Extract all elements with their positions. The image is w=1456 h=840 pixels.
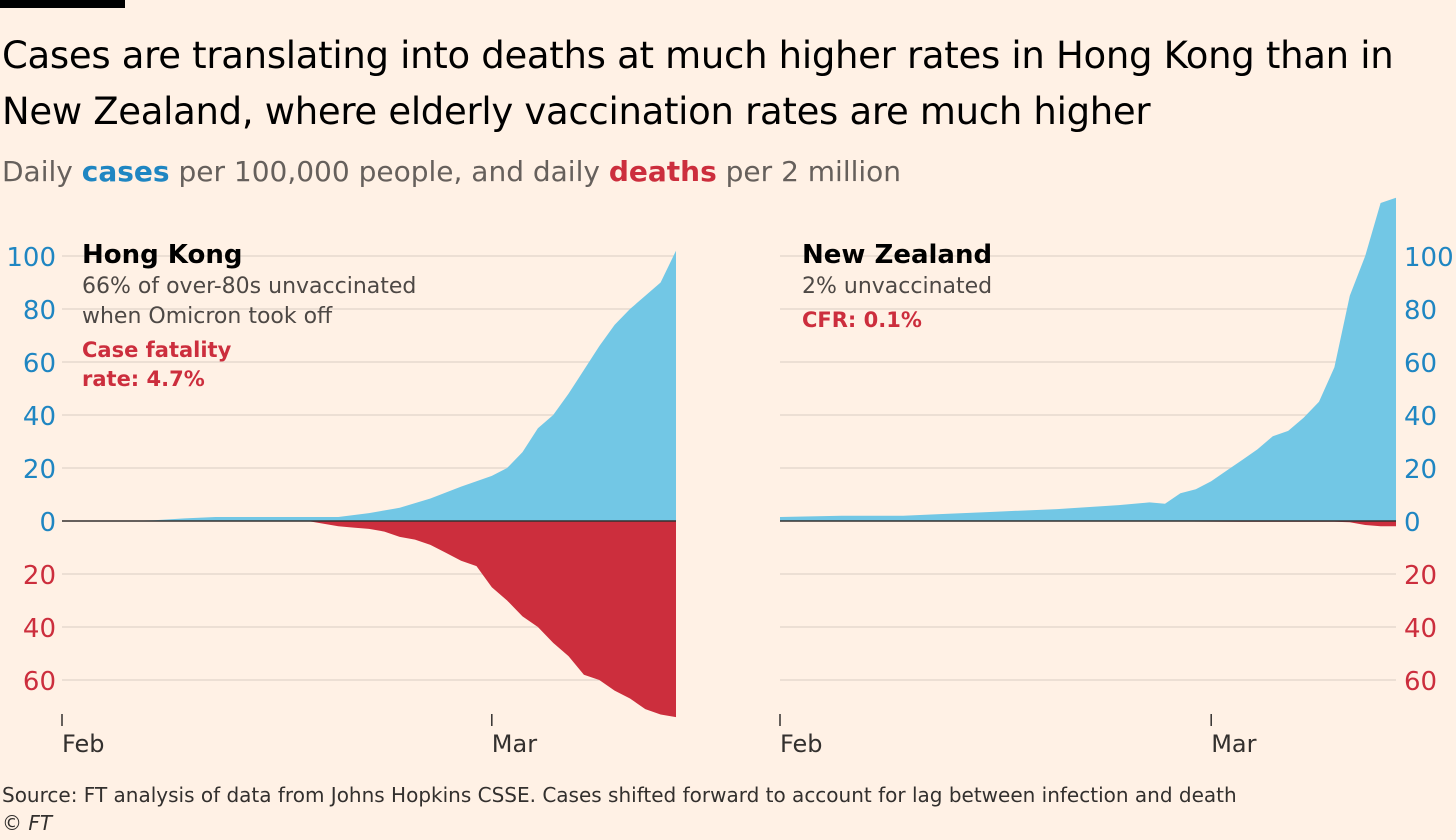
deaths-area [62, 521, 676, 718]
copyright: © FT [2, 811, 53, 835]
panel-title: Hong Kong [82, 240, 242, 270]
source-note: Source: FT analysis of data from Johns H… [2, 783, 1237, 807]
y-tick-label-deaths: 60 [1404, 667, 1437, 697]
panel-cfr-label: rate: 4.7% [82, 367, 205, 391]
deaths-area [780, 521, 1396, 527]
x-tick-label: Feb [62, 730, 105, 758]
y-tick-label-cases: 60 [23, 349, 56, 379]
y-tick-label-cases: 20 [23, 455, 56, 485]
y-tick-label-cases: 40 [1404, 402, 1437, 432]
panel-note: 2% unvaccinated [802, 274, 992, 299]
subtitle-deaths-word: deaths [608, 155, 717, 188]
y-tick-label-cases: 0 [1404, 508, 1421, 538]
x-tick-label: Feb [780, 730, 823, 758]
panel-note: when Omicron took off [82, 304, 333, 329]
x-tick-label: Mar [1211, 730, 1256, 758]
subtitle-middle: per 100,000 people, and daily [169, 155, 609, 188]
y-tick-label-deaths: 40 [23, 614, 56, 644]
y-tick-label-deaths: 20 [23, 561, 56, 591]
panel-cfr-label: Case fatality [82, 338, 232, 362]
chart-canvas: 100 80 60 40 20 0 20 40 60 Feb Mar Hong Kong 66% of … [6, 197, 1454, 758]
panel-title: New Zealand [802, 240, 992, 270]
y-tick-label-deaths: 60 [23, 667, 56, 697]
panel-cfr-label: CFR: 0.1% [802, 308, 922, 332]
subtitle-prefix: Daily [2, 155, 82, 188]
subtitle-suffix: per 2 million [716, 155, 902, 188]
y-tick-label-cases: 0 [39, 508, 56, 538]
y-tick-label-deaths: 20 [1404, 561, 1437, 591]
y-tick-label-cases: 40 [23, 402, 56, 432]
panel-note: 66% of over-80s unvaccinated [82, 274, 416, 299]
cases-area [780, 197, 1396, 521]
x-tick-label: Mar [492, 730, 537, 758]
y-tick-label-cases: 100 [1404, 243, 1454, 273]
y-tick-label-deaths: 40 [1404, 614, 1437, 644]
y-tick-label-cases: 80 [23, 296, 56, 326]
cases-area [62, 250, 676, 521]
subtitle-cases-word: cases [81, 155, 170, 188]
y-tick-label-cases: 80 [1404, 296, 1437, 326]
ft-top-bar [0, 0, 125, 8]
y-tick-label-cases: 100 [6, 243, 56, 273]
y-tick-label-cases: 60 [1404, 349, 1437, 379]
chart-title: Cases are translating into deaths at muc… [2, 34, 1394, 133]
chart-subtitle: Daily cases per 100,000 people, and dail… [2, 152, 901, 192]
y-tick-label-cases: 20 [1404, 455, 1437, 485]
